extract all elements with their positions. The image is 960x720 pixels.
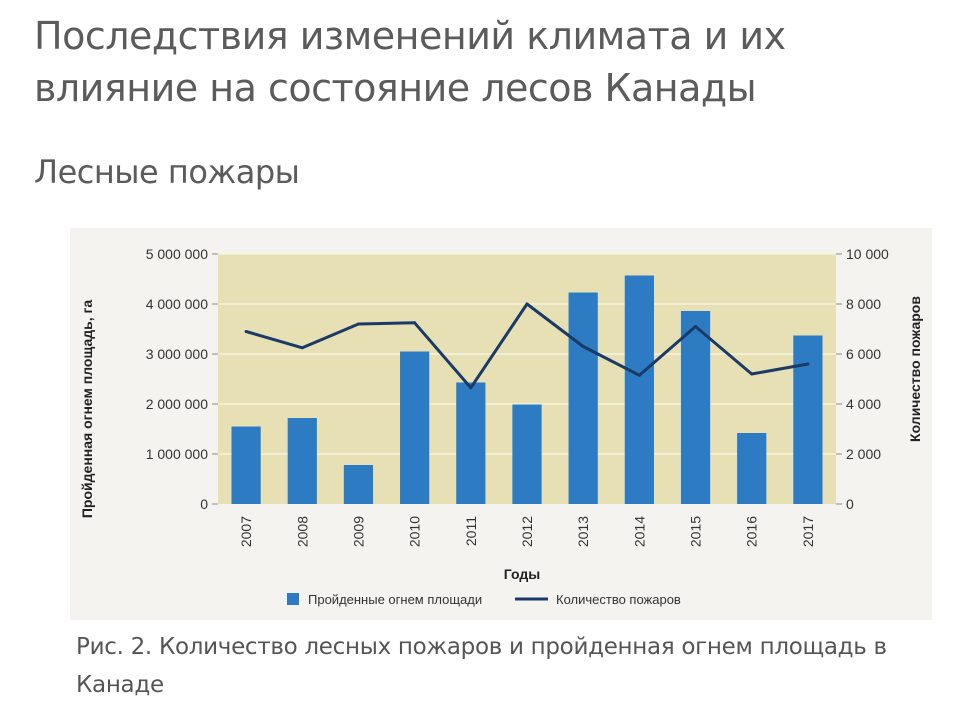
y2-tick-label: 0 [846,496,854,512]
x-tick-label: 2016 [744,516,760,547]
line-point [525,302,529,306]
line-point [581,345,585,348]
y2-axis-title: Количество пожаров [907,296,923,442]
bar [680,311,711,504]
line-point [694,325,698,328]
slide-subtitle: Лесные пожары [34,153,300,191]
line-point [750,372,754,376]
line-point [413,321,417,325]
x-tick-label: 2012 [519,516,535,547]
line-point [637,373,641,377]
y2-tick-label: 6 000 [846,346,881,362]
bar [343,465,374,504]
chart-figure: 0 0 1 000 000 2 000 2 000 000 4 000 3 000 000 6… [70,228,932,620]
y-tick-label: 3 000 000 [146,346,208,362]
bar [287,418,317,504]
line-point [300,346,304,350]
x-tick-label: 2011 [463,516,479,546]
x-tick-label: 2007 [238,516,254,547]
bar [456,382,486,504]
legend-label-line: Количество пожаров [556,592,681,607]
y2-tick-label: 8 000 [846,296,881,312]
y-tick-label: 0 [200,496,208,512]
y2-tick-label: 4 000 [846,396,881,412]
combo-chart: 0 0 1 000 000 2 000 2 000 000 4 000 3 000 000 6… [79,246,923,607]
line-point [469,386,473,390]
x-tick-label: 2015 [688,516,704,547]
line-point [244,330,248,333]
y-tick-label: 2 000 000 [146,396,208,412]
bar [793,335,823,504]
y2-tick-label: 10 000 [846,246,889,262]
line-point [356,322,360,326]
legend-label-bar: Пройденные огнем площади [308,592,482,607]
bar [512,404,542,504]
bar [400,351,430,504]
legend-swatch-bar [287,593,299,605]
y-tick-label: 1 000 000 [146,446,208,462]
x-tick-label: 2010 [407,516,423,547]
y-axis-title: Пройденная огнем площадь, га [79,300,95,518]
x-tick-label: 2014 [631,516,647,547]
line-point [806,362,810,366]
slide-title: Последствия изменений климата и их влиян… [34,14,786,110]
y-tick-label: 5 000 000 [146,246,208,262]
bar [624,275,654,504]
x-axis-title: Годы [504,566,540,582]
bar [568,292,598,504]
bar [737,433,767,504]
y-tick-label: 4 000 000 [146,296,208,312]
figure-caption: Рис. 2. Количество лесных пожаров и прой… [76,634,887,698]
x-tick-label: 2008 [294,516,310,547]
x-tick-label: 2009 [350,516,366,547]
x-tick-label: 2013 [575,516,591,547]
y2-tick-label: 2 000 [846,446,881,462]
bar [231,426,261,504]
x-tick-label: 2017 [800,516,816,547]
